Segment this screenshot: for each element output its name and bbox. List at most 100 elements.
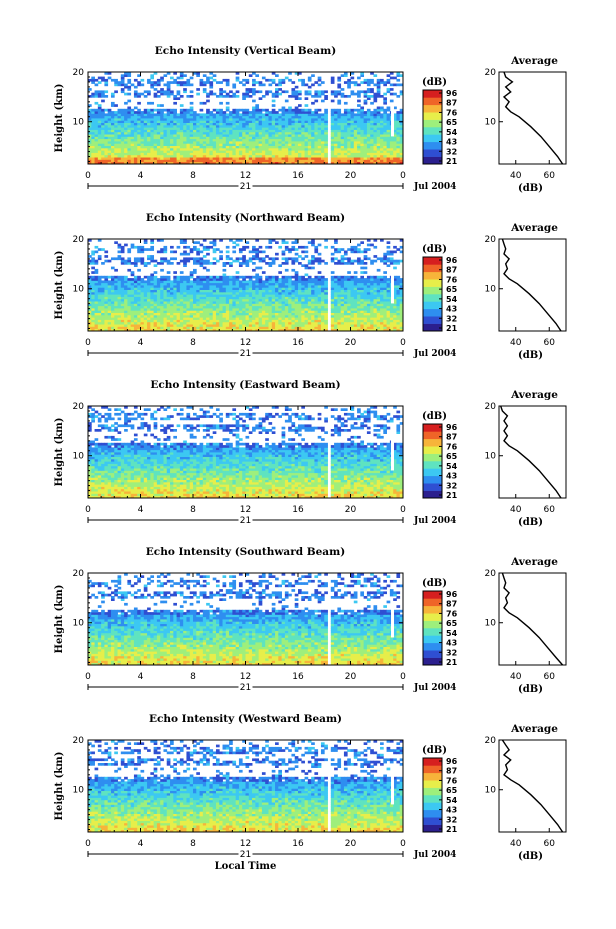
heatmap-cell: [330, 326, 335, 330]
heatmap-cell: [147, 282, 151, 286]
heatmap-cell: [117, 136, 122, 140]
heatmap-cell: [275, 129, 279, 133]
heatmap-cell: [124, 101, 128, 105]
heatmap-cell: [232, 317, 237, 320]
heatmap-cell: [255, 111, 260, 114]
heatmap-cell: [307, 92, 312, 96]
heatmap-cell: [156, 134, 161, 137]
heatmap-cell: [347, 296, 351, 300]
heatmap-cell: [202, 282, 207, 286]
heatmap-cell: [353, 124, 358, 128]
heatmap-cell: [324, 328, 328, 332]
heatmap-cell: [150, 326, 155, 330]
heatmap-cell: [143, 118, 148, 121]
heatmap-cell: [317, 308, 322, 311]
heatmap-cell: [127, 145, 132, 149]
heatmap-cell: [265, 143, 269, 146]
heatmap-cell: [373, 319, 378, 323]
heatmap-cell: [193, 321, 197, 325]
heatmap-cell: [389, 157, 394, 160]
heatmap-cell: [229, 287, 233, 290]
heatmap-cell: [399, 154, 404, 158]
heatmap-cell: [268, 294, 273, 297]
heatmap-cell: [330, 301, 335, 304]
heatmap-cell: [281, 127, 286, 130]
heatmap-cell: [334, 317, 338, 320]
heatmap-cell: [97, 312, 102, 316]
heatmap-cell: [206, 108, 210, 112]
heatmap-cell: [337, 321, 342, 325]
heatmap-cell: [363, 147, 368, 151]
heatmap-cell: [268, 157, 273, 160]
heatmap-cell: [88, 310, 92, 313]
heatmap-cell: [225, 157, 230, 160]
heatmap-cell: [252, 287, 256, 290]
heatmap-cell: [258, 81, 263, 84]
heatmap-cell: [173, 115, 177, 119]
heatmap-cell: [143, 129, 148, 133]
heatmap-cell: [248, 127, 253, 130]
heatmap-cell: [248, 154, 253, 158]
heatmap-cell: [317, 157, 322, 160]
heatmap-cell: [189, 298, 194, 302]
heatmap-cell: [186, 301, 191, 304]
heatmap-cell: [357, 83, 361, 87]
heatmap-cell: [176, 118, 181, 121]
heatmap-cell: [298, 118, 302, 121]
heatmap-cell: [235, 143, 240, 146]
heatmap-cell: [153, 289, 158, 293]
heatmap-cell: [212, 120, 217, 123]
heatmap-cell: [376, 136, 381, 140]
heatmap-cell: [117, 312, 122, 316]
heatmap-cell: [124, 157, 128, 160]
heatmap-cell: [117, 145, 122, 149]
heatmap-cell: [94, 120, 99, 123]
heatmap-cell: [353, 138, 358, 142]
heatmap-cell: [215, 308, 220, 311]
heatmap-cell: [307, 301, 312, 304]
heatmap-cell: [334, 129, 338, 133]
heatmap-cell: [186, 159, 191, 163]
heatmap-cell: [166, 147, 171, 151]
heatmap-cell: [334, 280, 338, 284]
heatmap-cell: [88, 278, 92, 281]
heatmap-cell: [399, 147, 404, 151]
heatmap-cell: [193, 134, 197, 137]
heatmap-cell: [94, 324, 99, 327]
heatmap-cell: [347, 159, 351, 163]
heatmap-cell: [248, 145, 253, 149]
heatmap-cell: [88, 118, 92, 121]
heatmap-cell: [94, 161, 99, 165]
heatmap-cell: [288, 287, 292, 290]
heatmap-cell: [137, 152, 141, 156]
heatmap-cell: [117, 291, 122, 295]
heatmap-cell: [176, 152, 181, 156]
heatmap-cell: [179, 134, 184, 137]
heatmap-cell: [209, 294, 214, 297]
heatmap-cell: [311, 321, 315, 325]
heatmap-cell: [124, 321, 128, 325]
heatmap-cell: [271, 328, 276, 332]
heatmap-cell: [232, 326, 237, 330]
heatmap-cell: [97, 298, 102, 302]
heatmap-cell: [130, 278, 135, 281]
heatmap-cell: [133, 296, 138, 300]
heatmap-cell: [206, 147, 210, 151]
heatmap-cell: [304, 122, 309, 126]
heatmap-cell: [337, 99, 342, 103]
heatmap-cell: [265, 328, 269, 332]
heatmap-cell: [107, 308, 112, 311]
heatmap-cell: [340, 115, 345, 119]
heatmap-cell: [288, 159, 292, 163]
heatmap-cell: [373, 291, 378, 295]
heatmap-cell: [219, 314, 223, 318]
heatmap-cell: [156, 319, 161, 323]
heatmap-cell: [255, 287, 260, 290]
heatmap-cell: [150, 131, 155, 135]
heatmap-cell: [117, 303, 122, 307]
heatmap-cell: [288, 301, 292, 304]
heatmap-cell: [347, 83, 351, 87]
heatmap-cell: [334, 120, 338, 123]
heatmap-cell: [245, 138, 250, 142]
heatmap-cell: [324, 141, 328, 144]
